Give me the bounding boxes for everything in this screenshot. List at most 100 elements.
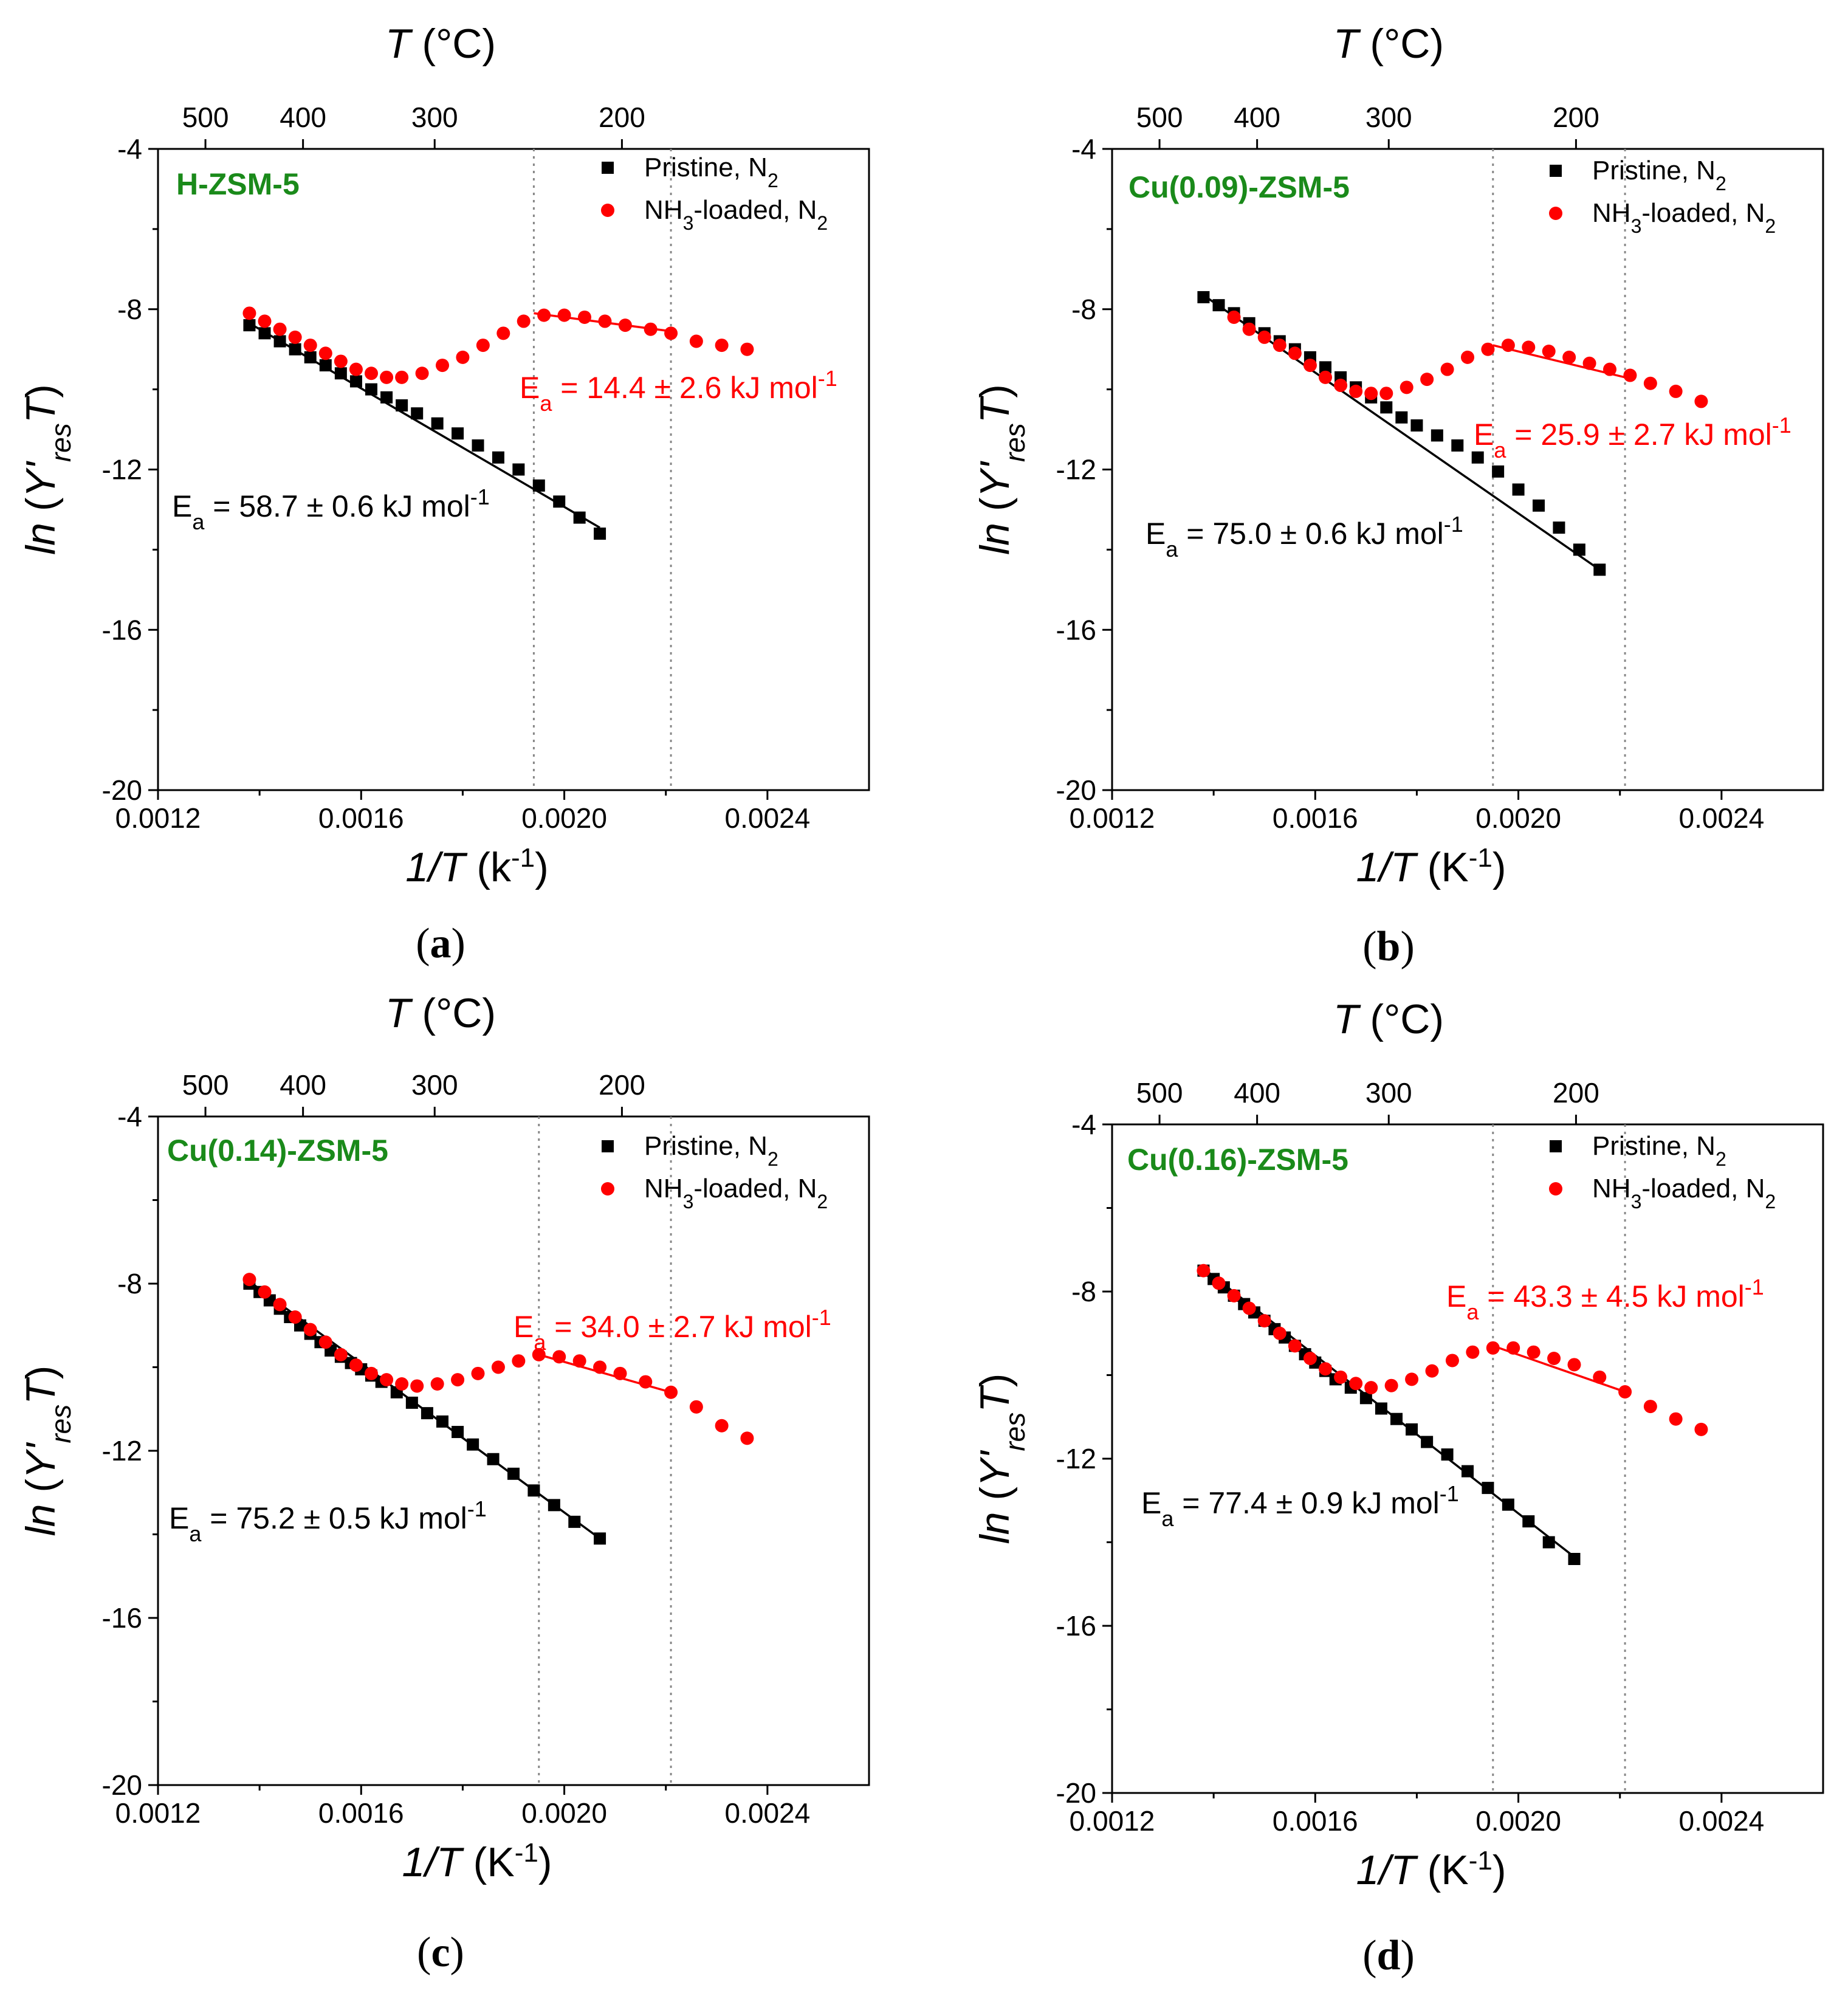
- x-tick-label: 0.0012: [115, 1797, 201, 1829]
- data-point: [1553, 521, 1565, 534]
- legend-label: NH3-loaded, N2: [1592, 198, 1776, 237]
- data-point: [1303, 1352, 1317, 1365]
- fit-line: [1492, 344, 1626, 379]
- data-point: [594, 1532, 606, 1545]
- data-point: [1492, 465, 1505, 478]
- x-tick-label: 0.0024: [1679, 1805, 1765, 1837]
- data-point: [1669, 384, 1683, 398]
- top-tick-label: 400: [280, 101, 326, 133]
- legend: Pristine, N2 NH3-loaded, N2: [1549, 156, 1776, 237]
- data-point: [1288, 1339, 1302, 1353]
- data-point: [1522, 1515, 1535, 1528]
- top-tick-label: 400: [280, 1069, 326, 1101]
- data-point: [1273, 1326, 1286, 1340]
- data-point: [568, 1515, 581, 1528]
- data-point: [334, 367, 347, 380]
- data-point: [689, 334, 703, 348]
- data-point: [1568, 1553, 1581, 1565]
- data-point: [1694, 1422, 1708, 1436]
- data-point: [1618, 1385, 1632, 1399]
- data-point: [1227, 310, 1241, 324]
- data-point: [365, 383, 377, 396]
- x-tick-label: 0.0016: [318, 802, 404, 834]
- data-point: [1227, 1289, 1241, 1302]
- data-point: [258, 327, 271, 340]
- data-point: [1380, 401, 1393, 414]
- data-point: [273, 1298, 287, 1312]
- legend-marker: [602, 1140, 614, 1152]
- data-point: [476, 339, 490, 353]
- data-point: [492, 451, 504, 464]
- data-point: [1501, 339, 1515, 353]
- y-tick-label: -12: [102, 454, 142, 486]
- top-axis-title: T (°C): [1333, 996, 1444, 1042]
- data-point: [1603, 362, 1616, 376]
- data-point: [578, 310, 591, 324]
- data-point: [1334, 1370, 1348, 1384]
- data-point: [1512, 483, 1525, 496]
- data-point: [395, 1377, 409, 1391]
- data-point: [1506, 1341, 1520, 1355]
- data-point: [467, 1438, 479, 1451]
- data-point: [349, 1358, 363, 1372]
- series-nh3-loaded: [1197, 1264, 1708, 1436]
- chart-panel-d: 0.0012 0.0016 0.0020 0.0024 -4 -8 -12 -16 -20 500…: [972, 996, 1824, 1979]
- y-tick-label: -16: [1056, 614, 1096, 645]
- data-point: [598, 314, 612, 328]
- legend-marker: [602, 162, 614, 174]
- data-point: [242, 306, 256, 320]
- y-tick-label: -20: [102, 774, 142, 806]
- data-point: [1384, 1378, 1398, 1392]
- nh3-ea-annotation: Ea = 25.9 ± 2.7 kJ mol-1: [1474, 413, 1791, 463]
- data-point: [644, 322, 658, 336]
- top-axis-title: T (°C): [1333, 21, 1444, 67]
- data-point: [1643, 1400, 1657, 1414]
- data-point: [1400, 380, 1413, 394]
- data-point: [349, 362, 363, 376]
- legend-label: Pristine, N2: [644, 1131, 778, 1170]
- data-point: [557, 308, 571, 322]
- x-tick-label: 0.0020: [1475, 802, 1561, 834]
- pristine-ea-annotation: Ea = 58.7 ± 0.6 kJ mol-1: [172, 484, 490, 534]
- data-point: [1542, 1536, 1555, 1549]
- data-point: [365, 366, 378, 380]
- y-tick-label: -12: [1056, 454, 1096, 486]
- y-tick-label: -4: [1071, 1109, 1096, 1140]
- data-point: [289, 343, 301, 356]
- data-point: [572, 1354, 586, 1368]
- data-point: [1462, 1465, 1474, 1478]
- x-tick-label: 0.0016: [318, 1797, 404, 1829]
- data-point: [319, 359, 332, 372]
- y-tick-label: -16: [102, 614, 142, 645]
- legend-marker: [1549, 1182, 1562, 1196]
- y-tick-label: -12: [1056, 1443, 1096, 1474]
- data-point: [1212, 1276, 1226, 1290]
- data-point: [1445, 1354, 1459, 1368]
- data-point: [318, 346, 332, 360]
- x-tick-label: 0.0024: [725, 802, 811, 834]
- legend-label: NH3-loaded, N2: [644, 195, 828, 234]
- series-pristine: [1197, 291, 1606, 576]
- x-tick-label: 0.0012: [115, 802, 201, 834]
- panel-caption: (d): [1362, 1932, 1415, 1979]
- y-tick-label: -8: [1071, 294, 1096, 325]
- data-point: [1212, 299, 1225, 312]
- data-point: [472, 439, 484, 452]
- y-tick-label: -20: [1056, 1777, 1096, 1809]
- data-point: [242, 1273, 256, 1287]
- data-point: [1242, 1301, 1256, 1315]
- data-point: [573, 511, 586, 524]
- data-point: [303, 339, 317, 353]
- data-point: [1533, 499, 1545, 512]
- data-point: [1273, 339, 1286, 353]
- chart-panel-b: 0.0012 0.0016 0.0020 0.0024 -4 -8 -12 -16 -20 500…: [972, 21, 1824, 970]
- data-point: [552, 1350, 566, 1364]
- data-point: [1573, 543, 1585, 556]
- panel-caption: (b): [1362, 923, 1415, 970]
- nh3-ea-annotation: Ea = 14.4 ± 2.6 kJ mol-1: [520, 366, 837, 416]
- data-point: [1349, 384, 1363, 398]
- data-point: [491, 1360, 505, 1374]
- data-point: [553, 495, 566, 508]
- data-point: [532, 479, 545, 492]
